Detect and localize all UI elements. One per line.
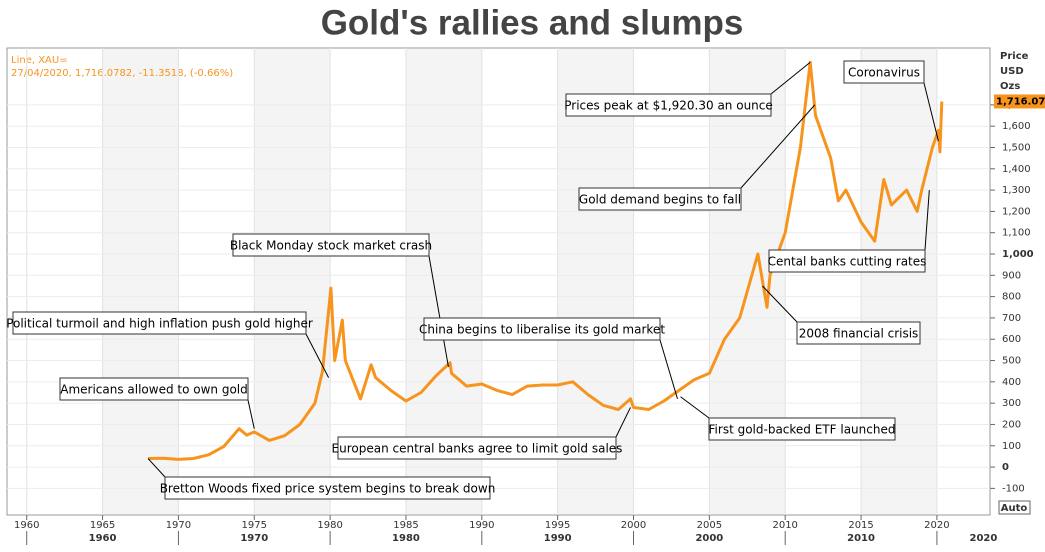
legend-text: Line, XAU=	[11, 55, 68, 66]
y-tick-label: 1,600	[1002, 121, 1031, 132]
last-text: 27/04/2020, 1,716.0782, -11.3518, (-0.66…	[11, 68, 233, 79]
annotation-text: Coronavirus	[848, 66, 920, 80]
x-major-label: 1960	[89, 533, 117, 544]
y-tick-label: 400	[1002, 377, 1021, 388]
annotation-box	[565, 93, 772, 117]
annotation-box	[796, 321, 921, 345]
annotation-text: Political turmoil and high inflation pus…	[6, 317, 313, 331]
annotation-text: European central banks agree to limit go…	[332, 442, 623, 456]
y-tick-label: 300	[1002, 398, 1021, 409]
y-tick-label: 1,100	[1002, 228, 1031, 239]
annotation-text: First gold-backed ETF launched	[709, 423, 896, 437]
y-tick-label: 700	[1002, 313, 1021, 324]
y-tick-label: 800	[1002, 292, 1021, 303]
annotation-text: Americans allowed to own gold	[60, 383, 248, 397]
annotation-box	[164, 476, 491, 500]
y-tick-label: 1,300	[1002, 185, 1031, 196]
annotation-leader	[305, 333, 330, 378]
annotation-text: Bretton Woods fixed price system begins …	[160, 482, 496, 496]
x-major-label: 1980	[392, 533, 420, 544]
annotation-leader	[923, 82, 939, 142]
annotation-box	[232, 233, 430, 257]
scale-mode[interactable]: Auto	[1001, 503, 1028, 514]
annotation-leader	[680, 396, 710, 419]
annotation-leader	[147, 458, 166, 478]
band	[861, 49, 937, 514]
x-tick-label: 1965	[90, 520, 115, 531]
annotation-box	[708, 417, 896, 441]
x-major-label: 1970	[240, 533, 268, 544]
annotation-text: Cental banks cutting rates	[768, 255, 927, 269]
y-tick-label: 1,400	[1002, 164, 1031, 175]
x-tick-label: 1975	[242, 520, 267, 531]
x-tick-label: 1960	[14, 520, 39, 531]
chart-title: Gold's rallies and slumps	[321, 3, 744, 42]
y-tick-label: -100	[1002, 483, 1025, 494]
y-axis-title: Price	[1000, 51, 1029, 62]
annotation-box	[578, 187, 742, 211]
y-tick-label: 1,500	[1002, 142, 1031, 153]
band	[254, 49, 331, 514]
y-axis-title: USD	[1000, 66, 1024, 77]
annotation-box	[423, 317, 661, 341]
annotation-box	[59, 377, 249, 401]
scale-mode-box[interactable]	[998, 500, 1031, 515]
x-tick-label: 1980	[317, 520, 342, 531]
annotation-leader	[740, 104, 816, 189]
x-tick-label: 2015	[848, 520, 873, 531]
y-tick-label: 900	[1002, 270, 1021, 281]
y-tick-label: 200	[1002, 419, 1021, 430]
x-tick-label: 2020	[924, 520, 949, 531]
x-tick-label: 1970	[166, 520, 191, 531]
x-tick-label: 2000	[621, 520, 646, 531]
annotation-box	[12, 311, 307, 335]
annotation-text: China begins to liberalise its gold mark…	[419, 323, 665, 337]
y-tick-label: 1,200	[1002, 206, 1031, 217]
y-tick-label: 500	[1002, 356, 1021, 367]
x-tick-label: 2005	[697, 520, 722, 531]
band	[709, 49, 786, 514]
annotation-leader	[428, 255, 449, 368]
x-tick-label: 1990	[469, 520, 494, 531]
annotation-leader	[762, 285, 798, 323]
annotation-leader	[770, 61, 811, 95]
x-major-label: 2000	[695, 533, 723, 544]
annotation-text: Prices peak at $1,920.30 an ounce	[564, 99, 773, 113]
y-tick-label: 0	[1002, 462, 1009, 473]
y-axis-title: Ozs	[1000, 81, 1020, 92]
last-value-box	[994, 94, 1045, 109]
y-tick-label: 600	[1002, 334, 1021, 345]
x-tick-label: 2010	[772, 520, 797, 531]
annotation-leader	[924, 190, 930, 251]
annotation-leader	[247, 399, 255, 429]
annotation-box	[843, 60, 925, 84]
annotation-box	[337, 436, 617, 460]
y-tick-label: 100	[1002, 441, 1021, 452]
annotation-text: Black Monday stock market crash	[230, 239, 432, 253]
x-tick-label: 1985	[393, 520, 418, 531]
annotation-box	[768, 249, 926, 273]
x-tick-label: 1995	[545, 520, 570, 531]
price-line	[148, 60, 944, 461]
x-major-label: 1990	[544, 533, 572, 544]
last-value-label: 1,716.078	[996, 96, 1045, 107]
annotation-leader	[659, 339, 678, 400]
annotation-leader	[615, 407, 631, 438]
annotation-text: 2008 financial crisis	[799, 327, 919, 341]
x-major-label: 2020	[970, 533, 998, 544]
x-major-label: 2010	[847, 533, 875, 544]
annotation-text: Gold demand begins to fall	[579, 193, 741, 207]
band	[102, 49, 179, 514]
y-tick-label: 1,000	[1002, 249, 1034, 260]
